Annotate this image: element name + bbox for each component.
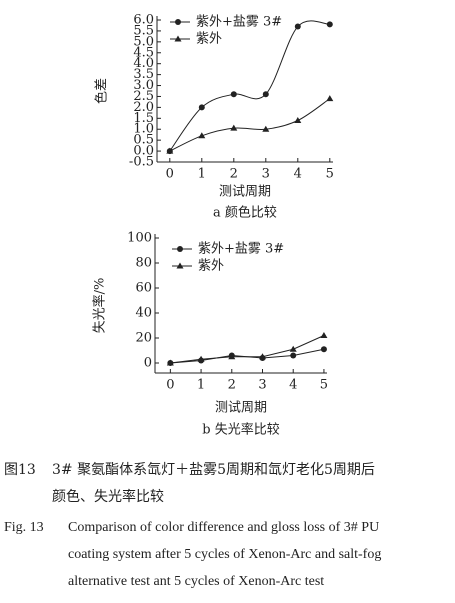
y-axis-label: 失光率/% — [92, 278, 108, 334]
x-tick-label: 1 — [198, 167, 206, 182]
x-tick-label: 4 — [294, 167, 302, 182]
series-line — [170, 335, 325, 364]
series-line — [170, 348, 325, 364]
caption-line: coating system after 5 cycles of Xenon-A… — [68, 547, 381, 562]
caption-label: 图13 — [4, 462, 36, 478]
y-tick-label: -0.5 — [129, 155, 154, 170]
series-line — [169, 98, 331, 152]
marker — [320, 346, 327, 353]
y-tick-label: 1.0 — [133, 122, 154, 137]
x-tick-label: 5 — [320, 378, 328, 393]
marker — [197, 355, 205, 362]
marker — [320, 332, 328, 338]
y-tick-label: 2.0 — [133, 100, 154, 115]
marker — [294, 116, 302, 123]
x-tick-label: 3 — [262, 167, 270, 182]
caption-line: 3# 聚氨酯体系氙灯＋盐雾5周期和氙灯老化5周期后 — [52, 462, 375, 478]
caption-line: alternative test ant 5 cycles of Xenon-A… — [68, 574, 324, 589]
caption-line: Comparison of color difference and gloss… — [68, 520, 379, 535]
y-tick-label: 0.5 — [133, 133, 154, 148]
marker — [228, 353, 236, 360]
marker — [290, 352, 297, 359]
legend-marker — [177, 246, 183, 252]
x-axis-label: 测试周期 — [215, 401, 267, 416]
y-tick-label: 4.5 — [133, 45, 154, 60]
y-tick-label: 80 — [135, 256, 152, 271]
legend-label: 紫外+盐雾 3# — [196, 15, 282, 30]
marker — [230, 124, 238, 131]
caption-line: 颜色、失光率比较 — [52, 488, 164, 505]
marker — [262, 91, 269, 98]
y-tick-label: 0.0 — [133, 144, 154, 159]
x-tick-label: 5 — [326, 167, 334, 182]
chart-caption: a 颜色比较 — [213, 205, 277, 221]
y-tick-label: 1.5 — [133, 111, 154, 126]
y-tick-label: 60 — [135, 281, 152, 296]
y-tick-label: 3.0 — [133, 78, 154, 93]
y-tick-label: 40 — [135, 306, 152, 321]
marker — [198, 104, 205, 111]
y-tick-label: 5.0 — [133, 34, 154, 49]
y-tick-label: 4.0 — [133, 56, 154, 71]
x-tick-label: 2 — [230, 167, 238, 182]
x-tick-label: 2 — [228, 378, 236, 393]
y-tick-label: 0 — [144, 356, 152, 371]
x-tick-label: 1 — [197, 378, 205, 393]
y-tick-label: 5.5 — [133, 23, 154, 38]
marker — [289, 345, 297, 352]
x-tick-label: 0 — [166, 378, 174, 393]
caption-label: Fig. 13 — [4, 520, 44, 535]
marker — [166, 147, 174, 154]
marker — [198, 132, 206, 139]
marker — [259, 353, 266, 360]
x-tick-label: 4 — [289, 378, 297, 393]
chart-caption: b 失光率比较 — [202, 422, 279, 438]
marker — [262, 125, 270, 132]
x-tick-label: 3 — [258, 378, 266, 393]
x-tick-label: 0 — [166, 167, 174, 182]
marker — [230, 91, 237, 98]
marker — [326, 95, 334, 102]
legend-marker — [175, 19, 181, 25]
y-tick-label: 20 — [135, 331, 152, 346]
legend-label: 紫外 — [198, 259, 224, 274]
marker — [326, 21, 333, 28]
y-tick-label: 6.0 — [133, 13, 154, 28]
legend-marker — [174, 35, 182, 42]
legend-marker — [176, 262, 184, 269]
marker — [166, 359, 174, 366]
legend-label: 紫外+盐雾 3# — [198, 242, 284, 257]
x-axis-label: 测试周期 — [219, 185, 271, 200]
y-tick-label: 3.5 — [133, 67, 154, 82]
y-tick-label: 2.5 — [133, 89, 154, 104]
legend-label: 紫外 — [196, 32, 222, 47]
y-tick-label: 100 — [127, 231, 152, 246]
series-line — [169, 20, 330, 152]
y-axis-label: 色差 — [94, 78, 110, 104]
marker — [294, 23, 301, 30]
